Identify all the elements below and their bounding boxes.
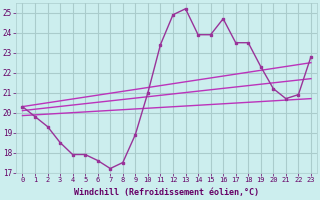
X-axis label: Windchill (Refroidissement éolien,°C): Windchill (Refroidissement éolien,°C) xyxy=(74,188,259,197)
